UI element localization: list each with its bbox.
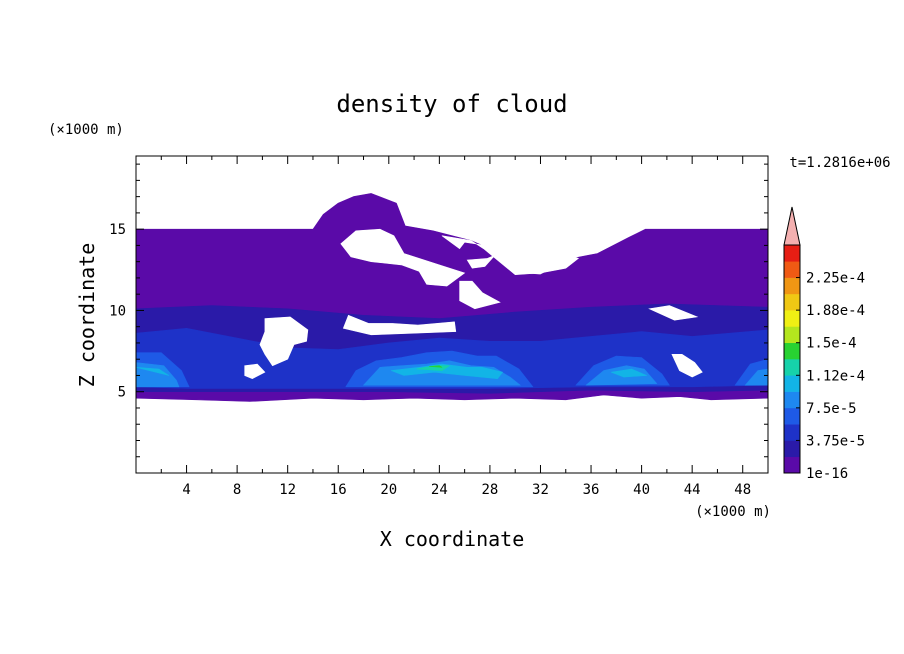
contour-region-level-5: [136, 366, 170, 376]
colorbar-swatch: [784, 277, 800, 295]
colorbar-extend-triangle: [783, 206, 801, 246]
x-tick-label: 28: [481, 482, 498, 498]
colorbar-swatch: [784, 424, 800, 441]
colorbar-label: 1.5e-4: [806, 336, 857, 352]
contour-field: [136, 193, 768, 402]
clear-air-gap: [441, 235, 580, 276]
clear-air-gap: [259, 316, 309, 367]
contour-region-level-5: [390, 363, 503, 380]
colorbar-swatch: [784, 293, 800, 311]
colorbar-label: 1.88e-4: [806, 303, 865, 319]
clear-air-gap: [244, 363, 266, 380]
plot-frame: [135, 155, 769, 474]
y-axis-label: Z coordinate: [75, 243, 99, 388]
colorbar-swatch: [784, 359, 800, 376]
colorbar-swatch: [784, 391, 800, 409]
contour-region-level-5: [610, 368, 648, 378]
x-tick-label: 40: [633, 482, 650, 498]
x-tick-label: 8: [233, 482, 241, 498]
y-axis-unit: (×1000 m): [48, 122, 124, 138]
colorbar-label: 2.25e-4: [806, 271, 865, 287]
y-axis: 5 10 15: [109, 163, 768, 458]
time-label: t=1.2816e+06: [789, 155, 890, 171]
x-axis-unit: (×1000 m): [695, 504, 771, 520]
x-axis-label: X coordinate: [380, 527, 525, 551]
colorbar-swatch: [784, 261, 800, 278]
x-tick-label: 44: [684, 482, 701, 498]
x-tick-label: 4: [182, 482, 190, 498]
y-tick-label: 5: [118, 385, 126, 401]
colorbar-label: 1e-16: [806, 466, 848, 482]
x-tick-label: 32: [532, 482, 549, 498]
clear-air-gap: [340, 228, 466, 287]
clear-air-gap: [466, 254, 496, 269]
colorbar-swatch: [784, 326, 800, 344]
x-tick-label: 12: [279, 482, 296, 498]
y-tick-label: 15: [109, 222, 126, 238]
colorbar-swatch: [784, 310, 800, 327]
clear-air-gap: [671, 353, 703, 378]
x-tick-label: 16: [330, 482, 347, 498]
colorbar: 1e-16 3.75e-5 7.5e-5 1.12e-4 1.5e-4 1.88e-4 2.…: [783, 206, 865, 482]
chart-title: density of cloud: [336, 90, 567, 118]
colorbar-frame: [783, 244, 801, 474]
colorbar-swatch: [784, 407, 800, 425]
contour-region-level-7: [428, 365, 443, 368]
colorbar-swatch: [784, 375, 800, 392]
clear-air-gap: [342, 314, 457, 336]
x-axis: 4 8 12 16 20 24 28 32 36 40 44 48: [160, 156, 751, 498]
clear-air-gap: [459, 280, 501, 310]
y-tick-label: 10: [109, 303, 126, 319]
colorbar-swatch: [784, 245, 800, 262]
x-tick-label: 36: [583, 482, 600, 498]
colorbar-swatch: [784, 342, 800, 360]
colorbar-swatch: [784, 456, 800, 474]
contour-region-level-4: [744, 368, 768, 386]
clear-air-gap: [648, 305, 699, 321]
x-tick-label: 24: [431, 482, 448, 498]
colorbar-label: 7.5e-5: [806, 401, 857, 417]
x-tick-label: 20: [380, 482, 397, 498]
x-tick-label: 48: [734, 482, 751, 498]
colorbar-swatch: [784, 440, 800, 458]
colorbar-label: 1.12e-4: [806, 368, 865, 384]
colorbar-label: 3.75e-5: [806, 433, 865, 449]
